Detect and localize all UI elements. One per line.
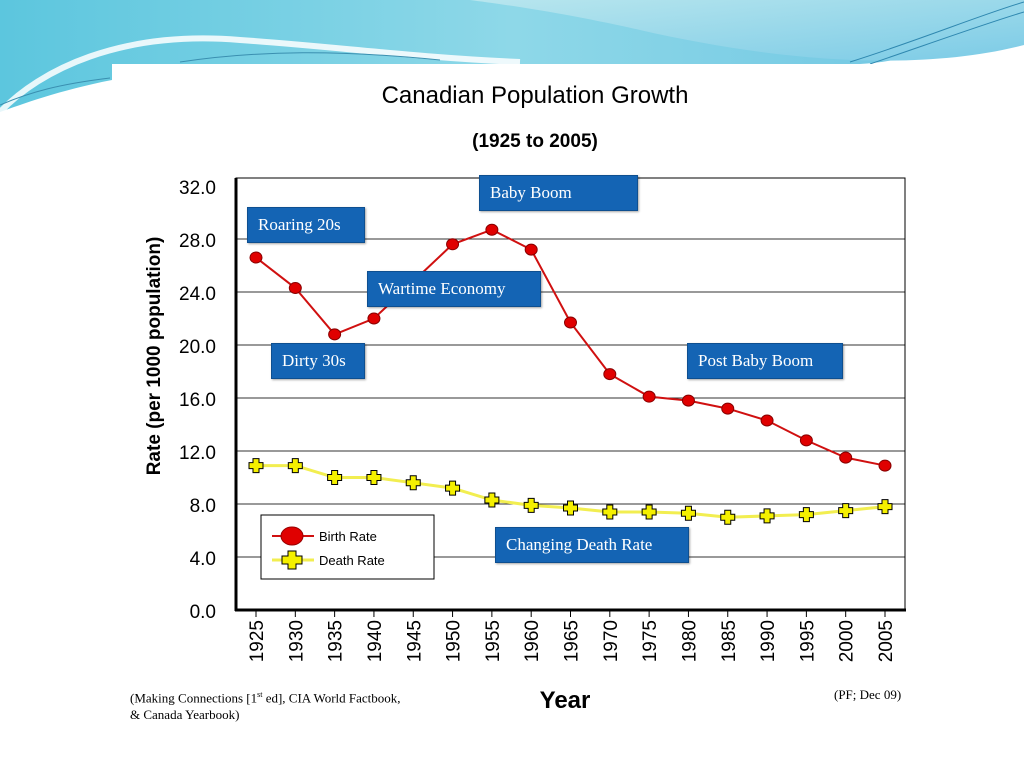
y-tick-label: 20.0 xyxy=(179,337,216,358)
death-rate-point xyxy=(602,504,618,520)
source-text-a: (Making Connections [1 xyxy=(130,690,258,706)
x-tick-label: 2005 xyxy=(876,620,897,662)
death-rate-point xyxy=(523,497,539,513)
x-tick-label: 1980 xyxy=(679,620,700,662)
legend-box xyxy=(260,514,435,580)
y-tick-label: 0.0 xyxy=(190,602,216,623)
birth-rate-point xyxy=(485,223,499,236)
birth-rate-point xyxy=(799,434,813,447)
callout-dirty-30s: Dirty 30s xyxy=(271,343,365,379)
author-credit: (PF; Dec 09) xyxy=(834,687,902,702)
y-tick-label: 4.0 xyxy=(190,549,216,570)
birth-rate-point xyxy=(681,394,695,407)
y-tick-label: 32.0 xyxy=(179,178,216,199)
y-tick-label: 16.0 xyxy=(179,390,216,411)
death-rate-point xyxy=(248,458,264,474)
birth-rate-point xyxy=(878,459,892,472)
callout-changing-death-rate: Changing Death Rate xyxy=(495,527,689,563)
death-rate-point xyxy=(445,480,461,496)
source-text-line2: & Canada Yearbook) xyxy=(130,707,240,723)
x-tick-label: 1965 xyxy=(562,620,583,662)
x-tick-label: 1960 xyxy=(522,620,543,662)
chart-title: Canadian Population Growth xyxy=(382,82,689,109)
y-tick-label: 12.0 xyxy=(179,443,216,464)
x-tick-label: 1990 xyxy=(758,620,779,662)
death-rate-point xyxy=(720,509,736,525)
source-citation: (Making Connections [1st ed], CIA World … xyxy=(130,686,401,723)
x-tick-label: 1935 xyxy=(326,620,347,662)
x-tick-label: 1975 xyxy=(640,620,661,662)
y-tick-label: 24.0 xyxy=(179,284,216,305)
birth-rate-point xyxy=(249,251,263,264)
death-rate-point xyxy=(798,507,814,523)
death-rate-point xyxy=(405,475,421,491)
callout-post-baby-boom: Post Baby Boom xyxy=(687,343,843,379)
death-rate-point xyxy=(366,470,382,485)
death-rate-point xyxy=(287,458,303,474)
birth-rate-point xyxy=(446,238,460,251)
birth-rate-point xyxy=(721,402,735,415)
source-sup: st xyxy=(257,690,263,699)
source-text-b: ed], CIA World Factbook, xyxy=(262,690,401,706)
legend-birth-marker xyxy=(280,526,304,546)
x-tick-label: 2000 xyxy=(837,620,858,662)
birth-rate-point xyxy=(564,316,577,329)
y-tick-label: 8.0 xyxy=(190,496,216,517)
x-tick-label: 1955 xyxy=(483,620,504,662)
x-tick-label: 1995 xyxy=(797,620,818,662)
x-tick-label: 1930 xyxy=(286,620,307,662)
birth-rate-point xyxy=(839,451,853,464)
chart-subtitle: (1925 to 2005) xyxy=(472,131,598,152)
death-rate-point xyxy=(563,500,578,516)
legend: Birth Rate Death Rate xyxy=(260,514,435,580)
legend-death-marker xyxy=(281,550,303,570)
birth-rate-point xyxy=(328,328,342,341)
death-rate-point xyxy=(838,503,854,519)
legend-birth-label: Birth Rate xyxy=(319,529,377,544)
death-rate-point xyxy=(877,499,893,515)
x-tick-label: 1945 xyxy=(404,620,425,662)
death-rate-point xyxy=(484,492,500,508)
birth-rate-point xyxy=(367,312,381,325)
x-axis-label: Year xyxy=(540,687,591,714)
death-rate-point xyxy=(641,504,657,520)
x-tick-label: 1950 xyxy=(444,620,465,662)
birth-rate-point xyxy=(603,368,617,381)
birth-rate-point xyxy=(288,282,302,295)
y-tick-label: 28.0 xyxy=(179,231,216,252)
x-tick-label: 1925 xyxy=(247,620,268,662)
x-tick-label: 1970 xyxy=(601,620,622,662)
death-rate-point xyxy=(680,505,696,521)
birth-rate-point xyxy=(524,243,538,256)
birth-rate-point xyxy=(642,390,656,403)
legend-death-label: Death Rate xyxy=(319,553,385,568)
callout-roaring-20s: Roaring 20s xyxy=(247,207,365,243)
x-tick-label: 1940 xyxy=(365,620,386,662)
callout-wartime-economy: Wartime Economy xyxy=(367,271,541,307)
callout-baby-boom: Baby Boom xyxy=(479,175,638,211)
death-rate-point xyxy=(327,470,343,485)
x-tick-label: 1985 xyxy=(719,620,740,662)
y-axis-label: Rate (per 1000 population) xyxy=(144,237,165,476)
death-rate-point xyxy=(759,508,775,524)
birth-rate-point xyxy=(760,414,774,427)
